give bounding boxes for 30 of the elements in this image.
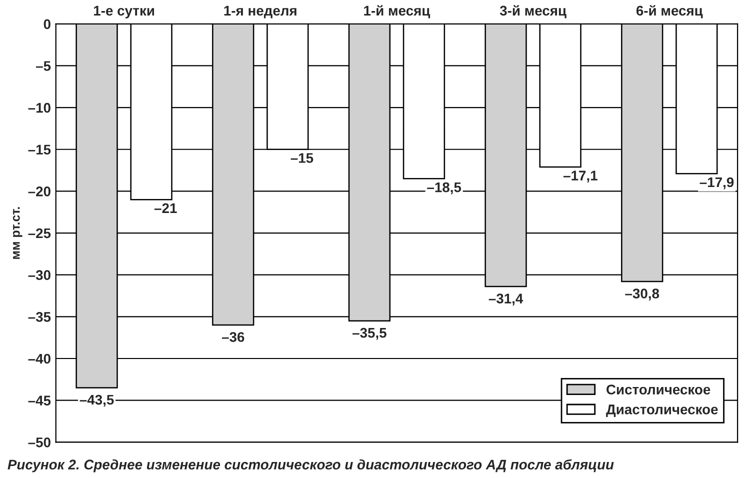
y-tick-label: –10: [28, 102, 50, 113]
y-tick-label: –45: [28, 396, 51, 406]
y-tick-label: –20: [28, 186, 50, 196]
x-tick-label: 1-й месяц: [364, 5, 430, 18]
y-tick-label: –35: [28, 312, 51, 322]
x-tick-label: 1-е сутки: [94, 6, 154, 18]
data-label: –17,1: [563, 170, 598, 183]
x-tick-label: 1-я неделя: [224, 6, 296, 18]
data-label: –36: [222, 332, 244, 342]
text: Рисунок 2. Среднее изменение систолического и диастолического АД после абляции: [8, 459, 614, 472]
y-axis-title: мм рт.ст.: [12, 207, 22, 259]
data-label: –30,8: [625, 288, 660, 300]
y-tick-label: –40: [28, 354, 50, 364]
data-label: –18,5: [427, 182, 462, 194]
y-tick-label: –30: [28, 270, 50, 280]
data-label: –31,4: [488, 294, 524, 306]
y-tick-label: 0: [44, 19, 50, 30]
legend-label: Диастолическое: [606, 404, 718, 417]
data-label: –35,5: [352, 328, 386, 340]
data-label: –15: [290, 153, 314, 163]
legend-label: Систолическое: [606, 384, 710, 394]
x-tick-label: 6-й месяц: [636, 5, 703, 18]
data-label: –43,5: [80, 394, 114, 407]
y-tick-label: –50: [28, 437, 50, 448]
y-tick-label: –5: [36, 61, 51, 71]
x-tick-label: 3-й месяц: [500, 5, 566, 18]
data-label: –17,9: [700, 177, 734, 190]
data-label: –21: [154, 203, 177, 213]
y-tick-label: –15: [28, 144, 51, 155]
y-tick-label: –25: [28, 228, 51, 238]
